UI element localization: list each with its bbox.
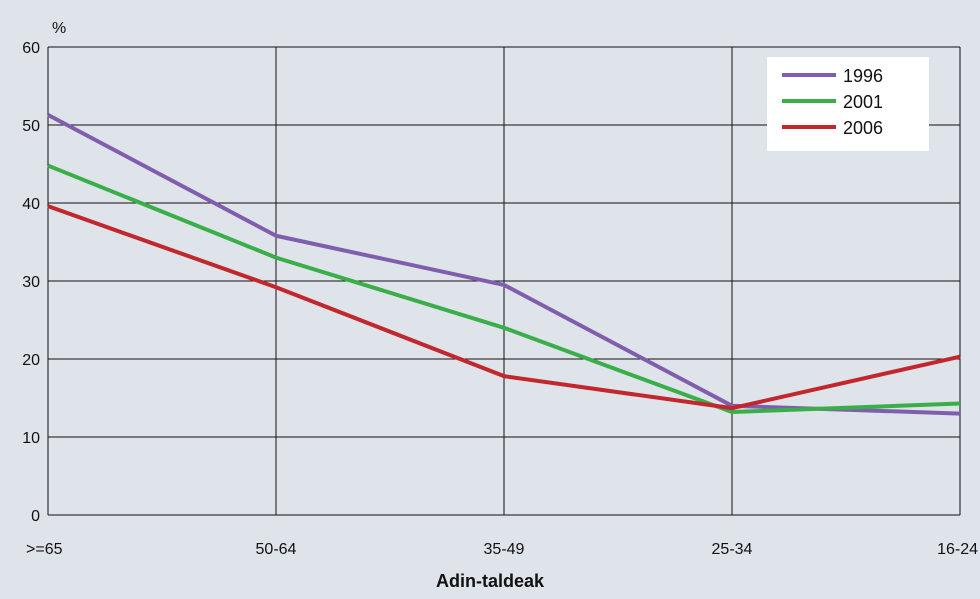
series-line-2001 <box>47 163 961 415</box>
series-lines <box>47 113 961 416</box>
grid-lines <box>47 46 961 516</box>
x-tick-label: 16-24 <box>937 541 978 558</box>
series-line-2006 <box>47 204 961 411</box>
x-tick-label: 35-49 <box>484 541 525 558</box>
legend: 1996 2001 2006 <box>767 57 929 151</box>
y-tick-labels: 0 10 20 30 40 50 60 <box>22 40 40 525</box>
x-tick-label: 50-64 <box>256 541 297 558</box>
x-tick-label: >=65 <box>26 541 63 558</box>
y-tick-label: 30 <box>22 274 40 291</box>
y-tick-label: 60 <box>22 40 40 57</box>
y-tick-label: 40 <box>22 196 40 213</box>
x-tick-label: 25-34 <box>712 541 753 558</box>
y-tick-label: 50 <box>22 118 40 135</box>
legend-label-2001: 2001 <box>843 92 883 112</box>
x-axis-title: Adin-taldeak <box>436 571 545 591</box>
legend-label-1996: 1996 <box>843 66 883 86</box>
legend-label-2006: 2006 <box>843 118 883 138</box>
y-tick-label: 20 <box>22 352 40 369</box>
legend-box <box>767 57 929 151</box>
y-axis-label: % <box>52 20 66 37</box>
y-tick-label: 10 <box>22 430 40 447</box>
y-tick-label: 0 <box>31 508 40 525</box>
x-tick-labels: >=65 50-64 35-49 25-34 16-24 <box>26 541 978 558</box>
